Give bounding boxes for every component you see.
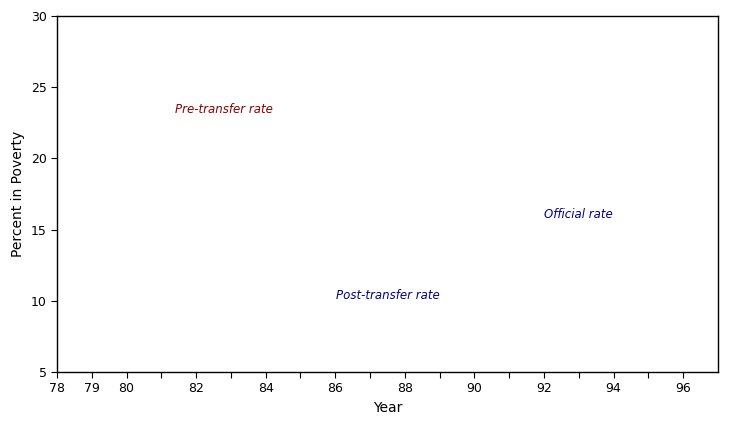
Y-axis label: Percent in Poverty: Percent in Poverty [11,131,25,257]
Text: Official rate: Official rate [544,208,612,221]
Text: Post-transfer rate: Post-transfer rate [335,289,440,302]
Text: Pre-transfer rate: Pre-transfer rate [175,103,273,116]
X-axis label: Year: Year [373,401,402,415]
